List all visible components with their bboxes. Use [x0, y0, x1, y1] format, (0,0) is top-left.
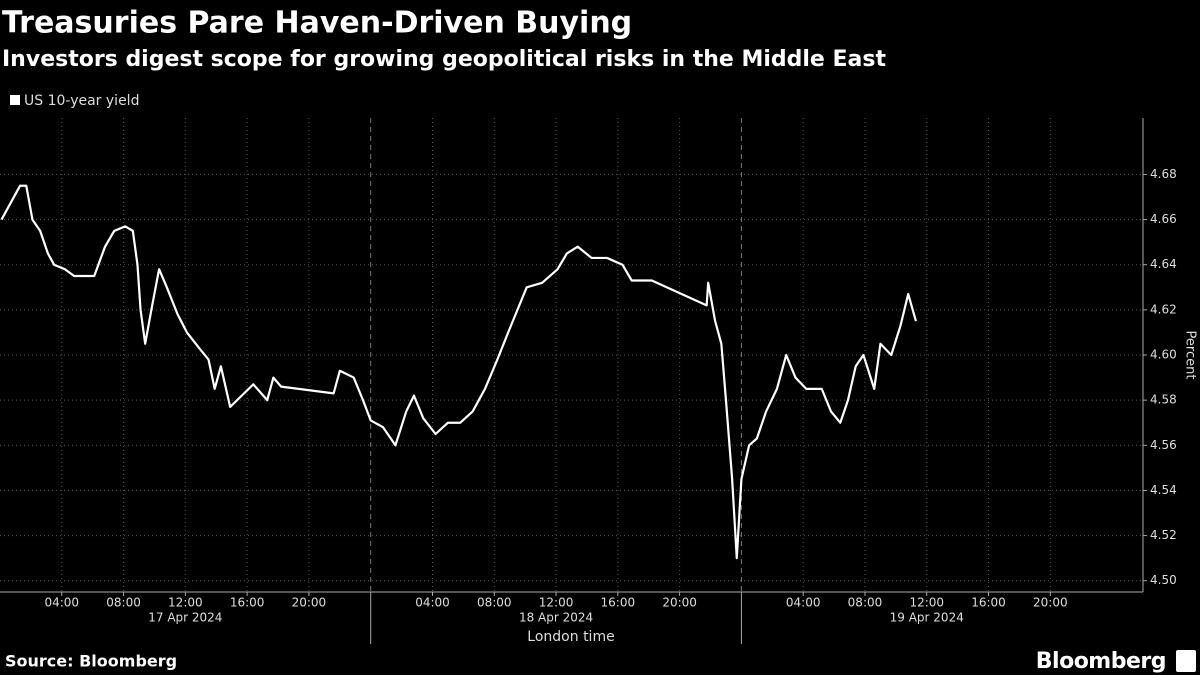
date-label: 17 Apr 2024: [148, 611, 222, 625]
y-tick-label: 4.62: [1150, 302, 1177, 316]
x-tick-label: 08:00: [848, 596, 883, 610]
series-line: [0, 184, 918, 560]
x-tick-label: 12:00: [539, 596, 574, 610]
y-tick-label: 4.54: [1150, 483, 1177, 497]
x-tick-label: 12:00: [909, 596, 944, 610]
x-tick-label: 04:00: [415, 596, 450, 610]
date-label: 18 Apr 2024: [519, 611, 593, 625]
legend-swatch: [10, 95, 20, 105]
x-tick-label: 16:00: [971, 596, 1006, 610]
chart-title: Treasuries Pare Haven-Driven Buying: [2, 6, 632, 41]
y-tick-label: 4.64: [1150, 257, 1177, 271]
x-tick-label: 08:00: [106, 596, 141, 610]
x-tick-label: 12:00: [168, 596, 203, 610]
x-tick-label: 20:00: [1033, 596, 1068, 610]
brand: Bloomberg: [1036, 649, 1166, 674]
x-axis-label: London time: [527, 629, 614, 645]
chart-subtitle: Investors digest scope for growing geopo…: [2, 47, 886, 72]
x-tick-label: 04:00: [786, 596, 821, 610]
source: Source: Bloomberg: [5, 652, 177, 671]
x-tick-label: 16:00: [601, 596, 636, 610]
y-tick-label: 4.60: [1150, 348, 1177, 362]
x-tick-label: 04:00: [44, 596, 79, 610]
date-label: 19 Apr 2024: [890, 611, 964, 625]
y-tick-label: 4.52: [1150, 528, 1177, 542]
y-axis-label: Percent: [1183, 331, 1198, 380]
y-tick-label: 4.58: [1150, 393, 1177, 407]
x-tick-label: 16:00: [230, 596, 265, 610]
x-tick-label: 20:00: [292, 596, 327, 610]
legend-label: US 10-year yield: [24, 93, 139, 109]
y-tick-label: 4.50: [1150, 573, 1177, 587]
x-tick-label: 20:00: [662, 596, 697, 610]
y-tick-label: 4.66: [1150, 212, 1177, 226]
y-tick-label: 4.56: [1150, 438, 1177, 452]
y-tick-label: 4.68: [1150, 167, 1177, 181]
brand-icon: [1176, 650, 1196, 672]
x-tick-label: 08:00: [477, 596, 512, 610]
